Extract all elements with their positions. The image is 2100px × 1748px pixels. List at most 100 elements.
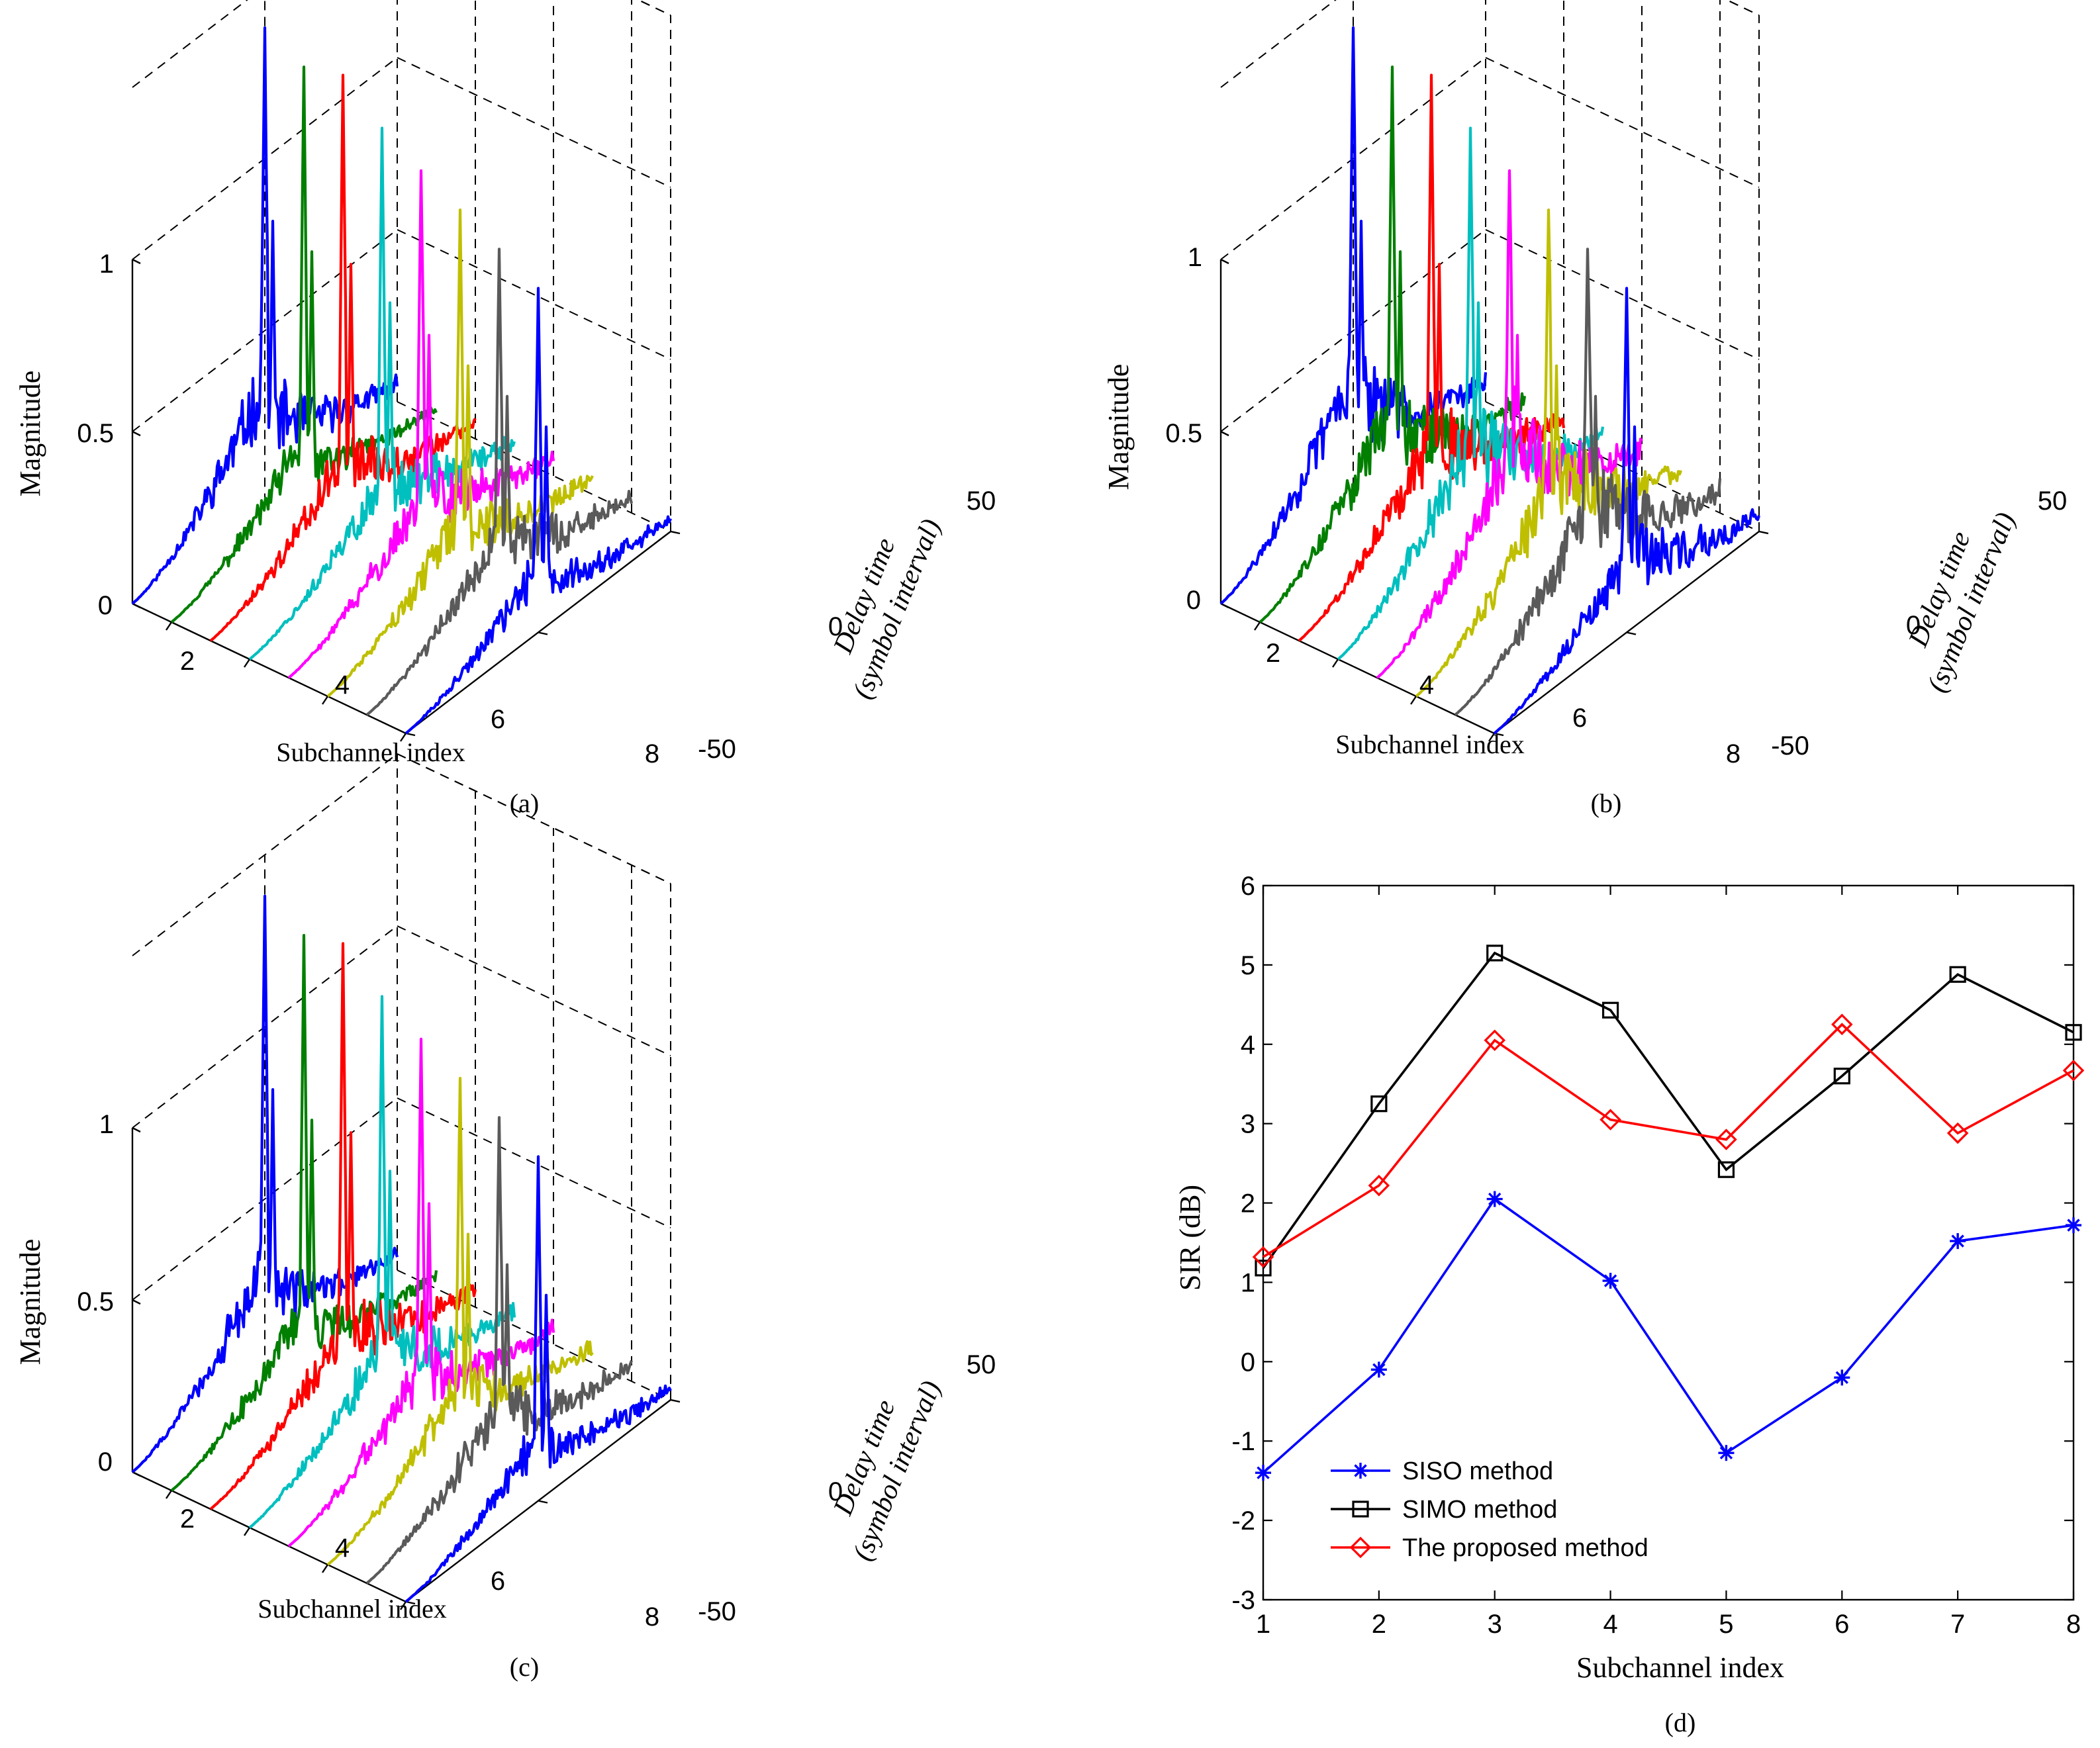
legend-marker-1 bbox=[1352, 1500, 1369, 1518]
series-1-point-4 bbox=[1601, 1001, 1619, 1019]
legend-label-0: SISO method bbox=[1402, 1457, 1553, 1485]
panel-b-curves bbox=[1219, 26, 1760, 735]
series-0-point-4 bbox=[1602, 1273, 1619, 1289]
panel-b-ztick-05: 0.5 bbox=[1165, 419, 1202, 448]
series-2-point-6 bbox=[1831, 1013, 1853, 1036]
back-wall-gridline bbox=[132, 1097, 398, 1301]
panel-a-xtick-6: 6 bbox=[491, 705, 505, 734]
panel-b-xlabel: Subchannel index bbox=[1335, 729, 1525, 759]
panel-a-curves bbox=[131, 26, 672, 735]
panel-a-xtick-2: 2 bbox=[180, 647, 195, 676]
panel-a-caption: (a) bbox=[510, 788, 539, 818]
panel-a-ytick-0: 0 bbox=[828, 612, 843, 641]
x-tick-mark bbox=[244, 659, 250, 668]
side-wall-gridline bbox=[397, 229, 671, 360]
back-wall-gridline bbox=[1220, 57, 1486, 260]
panel-b-caption: (b) bbox=[1591, 788, 1622, 818]
panel-a-ytick-50: 50 bbox=[967, 486, 996, 516]
back-wall-gridline bbox=[1220, 229, 1486, 432]
series-0-point-2 bbox=[1370, 1361, 1387, 1378]
series-1-point-6 bbox=[1833, 1068, 1850, 1085]
legend-label-2: The proposed method bbox=[1402, 1534, 1648, 1562]
panel-c-curves bbox=[131, 894, 672, 1603]
series-2-point-2 bbox=[1368, 1174, 1390, 1197]
series-0-point-7 bbox=[1950, 1233, 1966, 1250]
panel-c-zlabel: Magnitude bbox=[14, 1239, 46, 1365]
panel-c-xtick-2: 2 bbox=[180, 1504, 195, 1534]
panel-c-xtick-8: 8 bbox=[645, 1602, 659, 1632]
panel-a-ztick-0: 0 bbox=[98, 591, 113, 620]
series-0-point-3 bbox=[1486, 1191, 1503, 1207]
y-tick-label: -1 bbox=[1231, 1427, 1255, 1456]
panel-c-ytick-50: 50 bbox=[967, 1350, 996, 1379]
panel-c-xlabel: Subchannel index bbox=[258, 1594, 447, 1624]
legend-marker-2 bbox=[1349, 1536, 1372, 1559]
panel-b-xtick-2: 2 bbox=[1266, 639, 1280, 668]
x-tick-mark bbox=[322, 1564, 328, 1573]
series-1-point-8 bbox=[2065, 1024, 2082, 1041]
series-0-point-5 bbox=[1718, 1445, 1735, 1461]
panel-b-zlabel: Magnitude bbox=[1102, 364, 1135, 490]
panel-c-ytick-m50: -50 bbox=[698, 1597, 736, 1626]
panel-d-caption: (d) bbox=[1665, 1708, 1696, 1737]
series-1-point-5 bbox=[1717, 1161, 1735, 1178]
side-wall-gridline bbox=[397, 925, 671, 1056]
x-tick-label: 6 bbox=[1835, 1610, 1849, 1639]
legend-marker-0 bbox=[1353, 1463, 1368, 1479]
panel-d-axes bbox=[1262, 884, 2075, 1601]
panel-a-xtick-4: 4 bbox=[335, 670, 350, 700]
y-tick-mark bbox=[538, 631, 548, 635]
y-tick-mark bbox=[1758, 530, 1769, 535]
impulse-response-subchannel-8 bbox=[1493, 287, 1760, 735]
series-line-0 bbox=[1262, 1197, 2074, 1474]
panel-c-xtick-6: 6 bbox=[491, 1567, 505, 1596]
impulse-response-subchannel-7 bbox=[1454, 248, 1722, 716]
z-tick-mark bbox=[1220, 430, 1229, 437]
y-tick-mark bbox=[1626, 631, 1637, 635]
back-wall-gridline bbox=[132, 925, 398, 1128]
panel-c-caption: (c) bbox=[510, 1652, 539, 1682]
panel-d-ylabel: SIR (dB) bbox=[1174, 1185, 1206, 1291]
panel-c-ztick-1: 1 bbox=[99, 1110, 114, 1139]
panel-a-ztick-05: 0.5 bbox=[77, 419, 114, 448]
x-tick-label: 4 bbox=[1603, 1610, 1617, 1639]
series-2-point-1 bbox=[1252, 1246, 1274, 1268]
panel-b-ztick-0: 0 bbox=[1186, 586, 1201, 615]
z-tick-mark bbox=[132, 1127, 141, 1133]
series-2-point-3 bbox=[1484, 1029, 1505, 1052]
side-wall-gridline bbox=[397, 1097, 671, 1228]
series-2-point-7 bbox=[1946, 1122, 1969, 1144]
x-tick-label: 3 bbox=[1488, 1610, 1502, 1639]
panel-c-ztick-05: 0.5 bbox=[77, 1287, 114, 1316]
panel-d-ticks: 1 2 3 4 5 6 7 8 -3 -2 -1 0 1 2 3 4 5 6 bbox=[1231, 872, 2081, 1639]
y-tick-label: 4 bbox=[1241, 1031, 1255, 1060]
panel-a-zlabel: Magnitude bbox=[14, 371, 46, 497]
panel-a-ytick-m50: -50 bbox=[698, 735, 736, 764]
panel-b-ztick-1: 1 bbox=[1188, 243, 1202, 272]
y-tick-mark bbox=[538, 1500, 548, 1504]
x-tick-mark bbox=[1488, 733, 1495, 742]
series-2-point-5 bbox=[1715, 1128, 1737, 1150]
panel-b-xtick-4: 4 bbox=[1419, 670, 1434, 700]
plot-area-frame bbox=[1262, 884, 2075, 1601]
x-tick-label: 2 bbox=[1372, 1610, 1386, 1639]
y-tick-label: 5 bbox=[1241, 951, 1255, 980]
panel-b-ytick-0: 0 bbox=[1906, 611, 1921, 640]
z-tick-mark bbox=[132, 258, 141, 265]
x-tick-mark bbox=[1410, 696, 1417, 705]
panel-a-ztick-1: 1 bbox=[99, 250, 114, 279]
series-1-point-3 bbox=[1486, 944, 1503, 962]
panel-c-xtick-4: 4 bbox=[335, 1534, 350, 1563]
panel-d-xlabel: Subchannel index bbox=[1576, 1651, 1784, 1684]
side-wall-gridline bbox=[397, 57, 671, 188]
y-tick-label: 2 bbox=[1241, 1189, 1255, 1219]
x-tick-label: 8 bbox=[2066, 1610, 2081, 1639]
z-tick-mark bbox=[1220, 258, 1229, 265]
side-wall-gridline bbox=[1485, 57, 1760, 188]
panel-b-ytick-50: 50 bbox=[2038, 486, 2068, 516]
panel-b-ytick-m50: -50 bbox=[1771, 731, 1809, 760]
x-tick-label: 5 bbox=[1719, 1610, 1733, 1639]
x-tick-mark bbox=[400, 733, 406, 742]
series-1-point-7 bbox=[1949, 966, 1966, 983]
